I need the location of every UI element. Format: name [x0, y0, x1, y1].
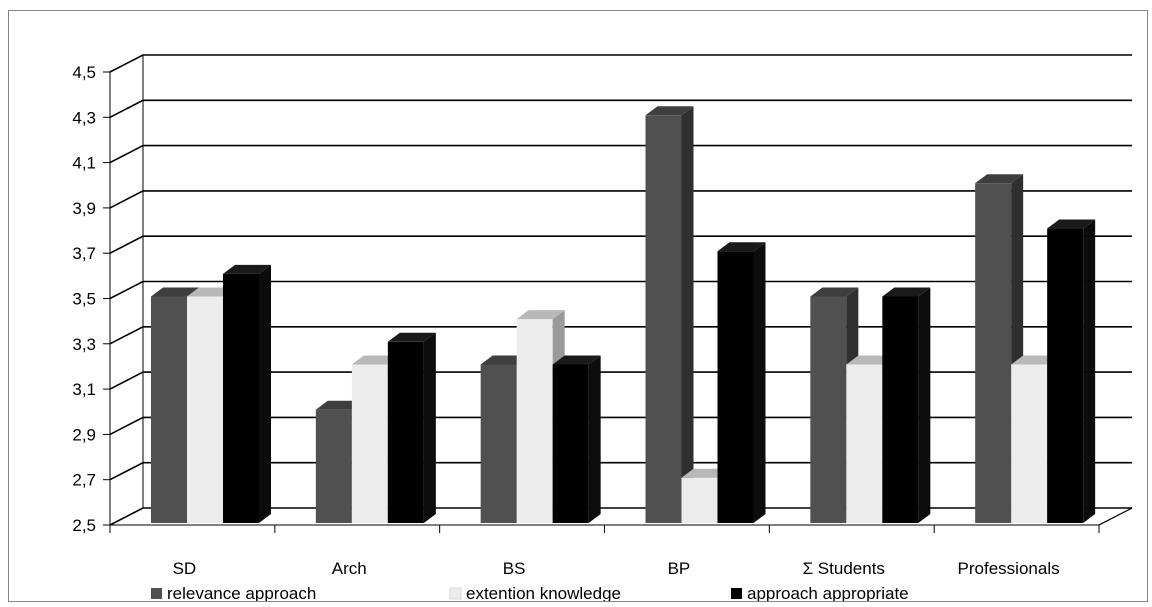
y-tick-label: 3,5	[72, 290, 96, 309]
bar-front	[552, 364, 589, 523]
y-tick-label: 2,7	[72, 471, 96, 490]
chart-frame: 2,5 2,7 2,9 3,1 3,3 3,5 3,7 3,9 4,1 4,3 4,5 SD Arch…	[8, 10, 1148, 602]
bars	[151, 106, 1096, 524]
bar-front	[846, 364, 883, 523]
bar-front	[810, 296, 847, 523]
gridline	[109, 461, 1132, 481]
bar-side	[753, 242, 766, 523]
bar-top	[387, 332, 436, 342]
x-tick-label: Arch	[332, 559, 367, 578]
y-tick-label: 3,7	[72, 244, 96, 263]
bar	[717, 242, 766, 523]
y-tick-label: 4,3	[72, 108, 96, 127]
legend-label: approach appropriate	[747, 584, 909, 601]
bar-side	[1083, 219, 1096, 524]
gridline	[109, 371, 1132, 390]
y-tick-label: 4,1	[72, 154, 96, 173]
bar-front	[223, 273, 259, 523]
legend-label: relevance approach	[167, 584, 316, 601]
gridline	[109, 99, 1132, 119]
bar-front	[516, 319, 553, 523]
bar-top	[516, 310, 565, 320]
bar-top	[223, 264, 271, 274]
gridline	[109, 280, 1132, 300]
x-tick-label: SD	[173, 559, 197, 578]
y-tick-label: 3,3	[72, 335, 96, 354]
x-tick-label: Professionals	[958, 559, 1060, 578]
x-axis	[109, 507, 1133, 533]
bar-front	[387, 341, 424, 523]
legend-label: extention knowledge	[466, 584, 621, 601]
gridline	[109, 416, 1132, 436]
x-tick-label: BS	[503, 559, 526, 578]
y-tick-label: 4,5	[72, 63, 96, 82]
bar-side	[423, 332, 436, 523]
x-axis-category-labels: SD Arch BS BP Σ Students Professionals	[173, 559, 1060, 578]
gridline	[109, 144, 1132, 164]
y-tick-label: 3,1	[72, 380, 96, 399]
gridline	[109, 235, 1132, 254]
bar-top	[645, 106, 694, 116]
legend-swatch	[449, 587, 462, 600]
bar-side	[259, 264, 271, 523]
bar-front	[315, 409, 352, 523]
gridline	[109, 190, 1132, 209]
bar	[882, 287, 931, 523]
y-tick-label: 2,5	[72, 516, 96, 535]
x-tick-label: BP	[668, 559, 691, 578]
bar-top	[810, 287, 859, 297]
y-axis-tick-labels: 2,5 2,7 2,9 3,1 3,3 3,5 3,7 3,9 4,1 4,3 4,5	[72, 63, 96, 535]
legend-item: extention knowledge	[449, 584, 621, 601]
bar-side	[681, 106, 694, 524]
bar-top	[975, 174, 1024, 184]
bar-front	[717, 251, 754, 523]
bar-front	[975, 183, 1012, 523]
bar-front	[645, 115, 682, 524]
bar-front	[187, 296, 223, 523]
gridline	[109, 507, 1132, 526]
bar-front	[882, 296, 919, 523]
bar	[552, 355, 601, 523]
y-tick-label: 2,9	[72, 425, 96, 444]
bar-side	[588, 355, 601, 523]
bar-top	[151, 287, 199, 297]
x-tick-label: Σ Students	[803, 559, 885, 578]
bar-front	[151, 296, 187, 523]
gridline	[109, 325, 1132, 345]
bar-front	[480, 364, 517, 523]
gridlines	[103, 54, 1132, 526]
bar-front	[681, 477, 718, 523]
bar	[223, 264, 271, 523]
bar-front	[1047, 228, 1084, 524]
bar	[1047, 219, 1096, 524]
bar-top	[882, 287, 931, 297]
bar-front	[1011, 364, 1048, 523]
y-tick-label: 3,9	[72, 199, 96, 218]
bar	[645, 106, 694, 524]
bar-front	[351, 364, 388, 523]
bar-side	[918, 287, 931, 523]
legend-swatch	[731, 588, 742, 599]
gridline	[109, 54, 1132, 73]
legend-item: approach appropriate	[731, 584, 909, 601]
x-axis-depth-edge	[1098, 507, 1133, 526]
bar-top	[552, 355, 601, 365]
bar-top	[717, 242, 766, 252]
bar	[387, 332, 436, 523]
bar	[975, 174, 1024, 523]
legend-swatch	[151, 588, 162, 599]
legend: relevance approach extention knowledge app…	[151, 584, 909, 601]
legend-item: relevance approach	[151, 584, 316, 601]
bar-chart: 2,5 2,7 2,9 3,1 3,3 3,5 3,7 3,9 4,1 4,3 4,5 SD Arch…	[72, 54, 1133, 601]
bar-top	[1047, 219, 1096, 229]
